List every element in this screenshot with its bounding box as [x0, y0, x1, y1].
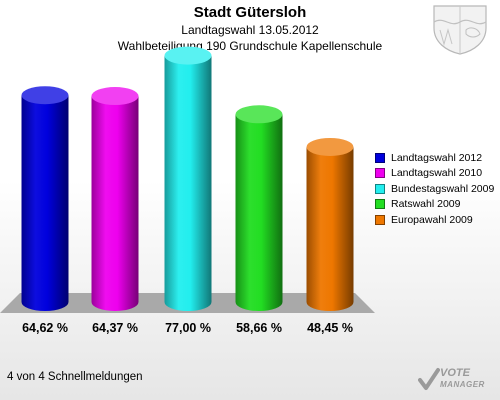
vote-manager-logo-line1: VOTE	[440, 367, 470, 379]
legend-swatch	[375, 183, 385, 194]
legend-swatch	[375, 168, 385, 179]
legend-swatch	[375, 199, 385, 210]
legend-label: Landtagswahl 2010	[391, 167, 483, 180]
chart-legend: Landtagswahl 2012 Landtagswahl 2010 Bundes…	[375, 150, 494, 228]
legend-label: Bundestagswahl 2009	[391, 182, 495, 195]
legend-item-5: Europawahl 2009	[375, 212, 494, 228]
legend-label: Landtagswahl 2012	[391, 151, 483, 164]
bar-5	[306, 137, 354, 311]
bar-4	[235, 105, 283, 312]
chart-title: Stadt Gütersloh	[193, 4, 307, 21]
legend-item-4: Ratswahl 2009	[375, 197, 494, 213]
vote-manager-logo-line2: MANAGER	[440, 380, 485, 389]
vote-manager-logo: VOTE MANAGER	[440, 368, 485, 390]
legend-item-1: Landtagswahl 2012	[375, 150, 494, 166]
value-label-1: 64,62 %	[22, 321, 68, 335]
bar-1	[21, 86, 69, 311]
bar-3	[164, 46, 212, 311]
vote-manager-logo-icon	[418, 368, 440, 390]
value-label-5: 48,45 %	[307, 321, 353, 335]
value-label-2: 64,37 %	[92, 321, 138, 335]
value-label-3: 77,00 %	[165, 321, 211, 335]
legend-label: Ratswahl 2009	[391, 198, 461, 211]
footer-status: 4 von 4 Schnellmeldungen	[7, 371, 143, 383]
value-label-4: 58,66 %	[236, 321, 282, 335]
chart-subtitle-election: Landtagswahl 13.05.2012	[181, 23, 319, 37]
coat-of-arms-icon	[433, 5, 487, 55]
legend-item-2: Landtagswahl 2010	[375, 166, 494, 182]
legend-label: Europawahl 2009	[391, 213, 473, 226]
legend-swatch	[375, 214, 385, 225]
legend-item-3: Bundestagswahl 2009	[375, 181, 494, 197]
bar-2	[91, 87, 139, 311]
legend-swatch	[375, 152, 385, 163]
